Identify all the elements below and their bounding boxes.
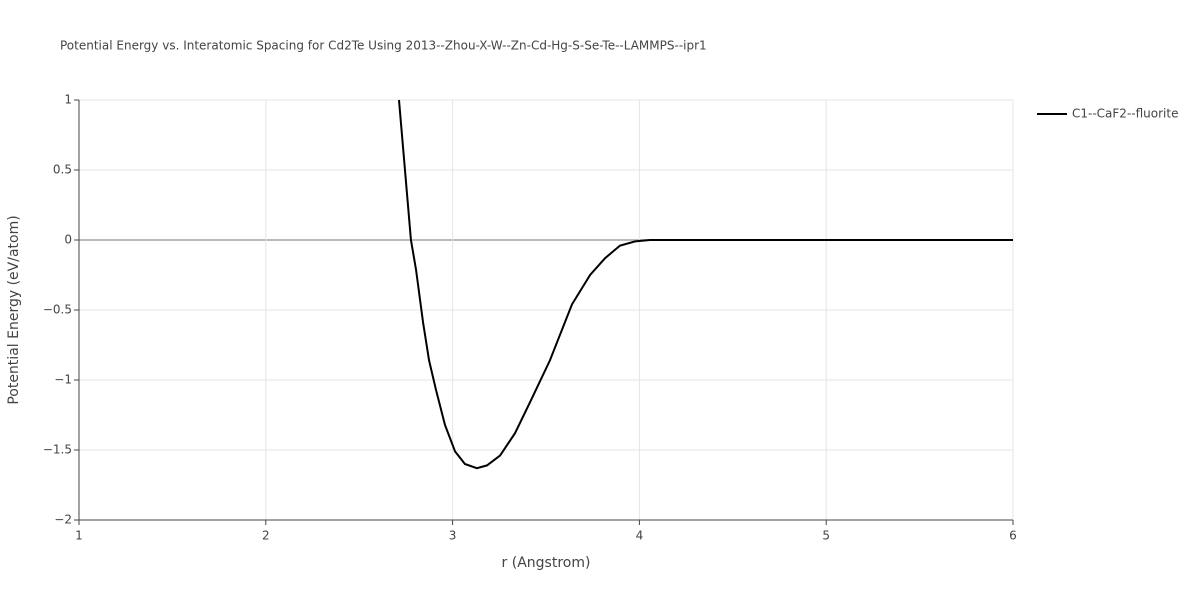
y-tick-label: −0.5 xyxy=(43,303,72,317)
x-tick-label: 1 xyxy=(75,529,83,543)
chart-title: Potential Energy vs. Interatomic Spacing… xyxy=(60,39,707,53)
y-axis-title: Potential Energy (eV/atom) xyxy=(6,215,22,404)
y-tick-label: −1.5 xyxy=(43,443,72,457)
x-tick-label: 3 xyxy=(449,529,457,543)
x-tick-label: 6 xyxy=(1009,529,1017,543)
x-tick-label: 2 xyxy=(262,529,270,543)
y-tick-label: 1 xyxy=(64,93,72,107)
x-tick-label: 5 xyxy=(822,529,830,543)
x-axis-title: r (Angstrom) xyxy=(502,555,591,571)
y-tick-label: 0 xyxy=(64,233,72,247)
y-tick-label: 0.5 xyxy=(53,163,72,177)
x-tick-label: 4 xyxy=(636,529,644,543)
y-tick-label: −1 xyxy=(54,373,72,387)
y-tick-label: −2 xyxy=(54,513,72,527)
legend-label: C1--CaF2--fluorite xyxy=(1072,107,1178,121)
line-series xyxy=(397,99,1013,470)
